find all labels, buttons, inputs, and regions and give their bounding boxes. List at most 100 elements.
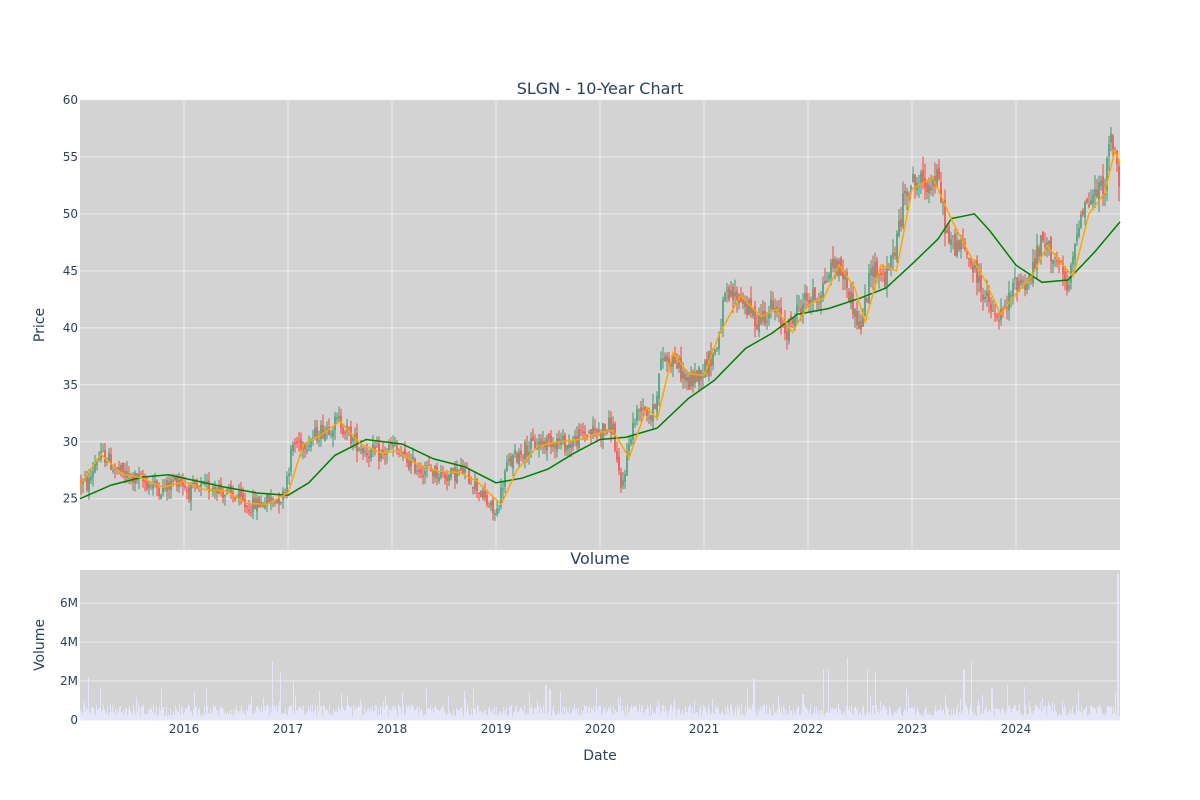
candle-body <box>596 429 598 434</box>
volume-bar <box>459 710 460 720</box>
volume-bar <box>989 709 990 720</box>
candle-body <box>332 430 334 437</box>
candle-body <box>148 484 150 489</box>
volume-bar <box>1083 709 1084 720</box>
volume-bar <box>1075 713 1076 720</box>
volume-bar <box>688 707 689 720</box>
volume-bar <box>189 706 190 720</box>
volume-bar <box>950 715 951 720</box>
volume-bar <box>509 706 510 720</box>
volume-bar <box>649 715 650 720</box>
volume-bar <box>324 706 325 720</box>
volume-bar <box>736 715 737 720</box>
volume-bar <box>558 710 559 720</box>
candle-body <box>932 177 934 187</box>
volume-bar <box>757 714 758 720</box>
volume-bar <box>230 714 231 720</box>
candle-body <box>348 427 350 429</box>
candle-body <box>736 290 738 301</box>
volume-bar <box>932 715 933 720</box>
candle-body <box>312 437 314 439</box>
volume-bar <box>692 707 693 720</box>
candle-body <box>724 293 726 302</box>
candle-body <box>424 470 426 476</box>
candle-body <box>918 185 920 187</box>
volume-bar <box>938 710 939 720</box>
volume-bar <box>217 709 218 720</box>
volume-bar <box>685 706 686 720</box>
volume-bar <box>384 708 385 720</box>
volume-bar <box>730 704 731 720</box>
volume-bar <box>420 711 421 720</box>
candle-body <box>470 483 472 485</box>
volume-bar <box>1018 709 1019 720</box>
candle-body <box>326 427 328 431</box>
volume-bar <box>918 711 919 720</box>
candle-body <box>472 487 474 489</box>
volume-bar <box>160 710 161 720</box>
volume-bar <box>901 714 902 720</box>
volume-bar <box>738 709 739 720</box>
candle-body <box>788 319 790 341</box>
candle-body <box>896 233 898 260</box>
volume-bar <box>960 697 961 720</box>
candle-body <box>406 455 408 463</box>
volume-bar <box>319 690 320 720</box>
candle-body <box>152 484 154 489</box>
volume-bar <box>178 712 179 720</box>
candle-body <box>856 310 858 326</box>
volume-bar <box>686 712 687 720</box>
candle-body <box>922 170 924 182</box>
candle-body <box>648 417 650 419</box>
volume-bar <box>271 711 272 720</box>
candle-body <box>128 472 130 476</box>
volume-bar <box>264 705 265 720</box>
volume-bar <box>216 710 217 720</box>
volume-bar <box>298 706 299 720</box>
volume-bar <box>318 711 319 720</box>
candle-body <box>220 483 222 491</box>
volume-bar <box>576 708 577 720</box>
volume-bar <box>472 715 473 720</box>
volume-bar <box>523 712 524 720</box>
volume-bar <box>839 709 840 720</box>
volume-bar <box>250 704 251 720</box>
candle-body <box>594 428 596 432</box>
candle-body <box>530 438 532 449</box>
candle-body <box>428 464 430 466</box>
volume-bar <box>494 706 495 720</box>
volume-bar <box>486 715 487 720</box>
candle-body <box>698 367 700 385</box>
candle-body <box>94 463 96 472</box>
volume-bar <box>457 709 458 720</box>
volume-bar <box>592 709 593 720</box>
volume-bar <box>288 708 289 720</box>
volume-bar <box>983 713 984 720</box>
volume-bar <box>821 710 822 720</box>
volume-bar <box>300 706 301 720</box>
volume-y-tick-label: 2M <box>60 674 78 688</box>
volume-bar <box>645 709 646 720</box>
candle-body <box>362 448 364 454</box>
volume-bar <box>862 707 863 720</box>
volume-bar <box>1052 702 1053 720</box>
candle-body <box>1108 144 1110 157</box>
volume-bar <box>717 708 718 720</box>
volume-bar <box>854 707 855 720</box>
volume-bar <box>256 706 257 720</box>
volume-bar <box>202 715 203 720</box>
volume-bar <box>281 715 282 720</box>
volume-bar <box>362 715 363 720</box>
volume-bar <box>650 704 651 720</box>
volume-bar <box>636 706 637 720</box>
volume-bar <box>1084 709 1085 720</box>
candle-body <box>92 471 94 478</box>
volume-bar <box>848 710 849 720</box>
candle-body <box>770 299 772 310</box>
volume-bar <box>243 710 244 720</box>
volume-bar <box>888 714 889 720</box>
volume-bar <box>236 706 237 720</box>
volume-bar <box>641 707 642 720</box>
candle-body <box>1026 283 1028 290</box>
volume-bar <box>744 715 745 720</box>
